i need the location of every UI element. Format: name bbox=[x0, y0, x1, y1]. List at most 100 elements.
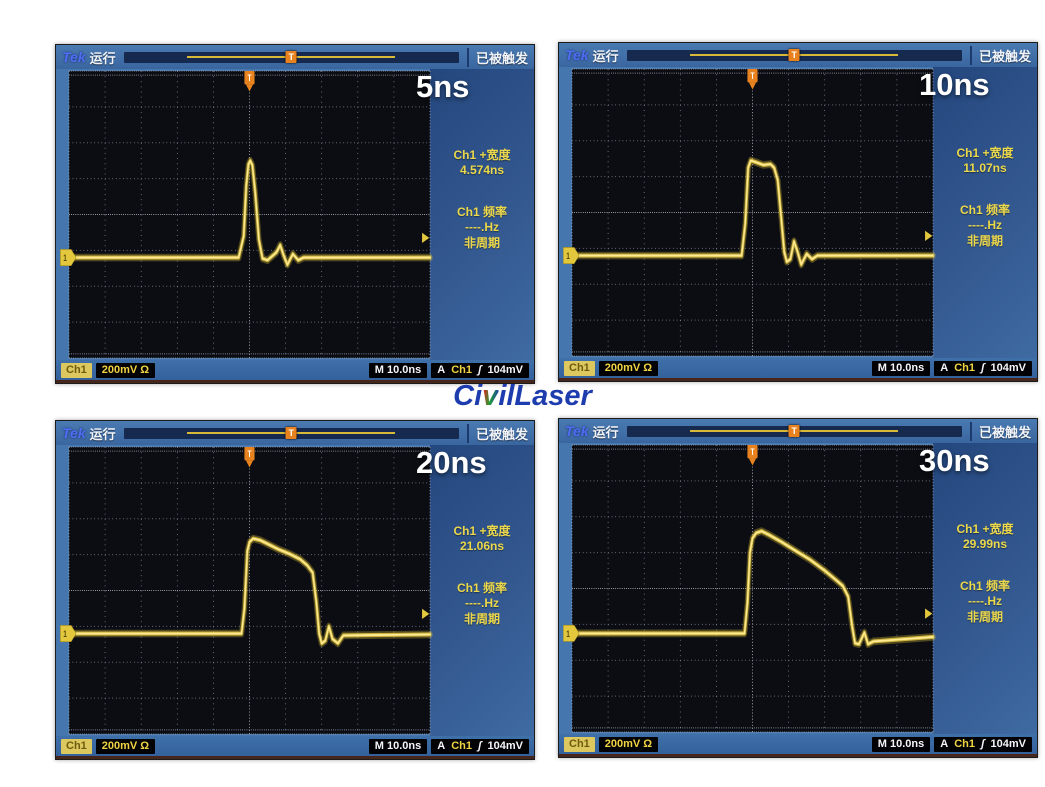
frequency-measurement: Ch1 频率 ----.Hz 非周期 bbox=[457, 205, 507, 252]
measurement-panel: 10ns Ch1 +宽度 11.07ns Ch1 频率 ----.Hz 非周期 bbox=[919, 67, 1037, 358]
scope-header: Tek 运行 T 已被触发 bbox=[559, 419, 1037, 443]
tek-logo: Tek bbox=[62, 49, 86, 65]
width-label: Ch1 +宽度 bbox=[453, 147, 511, 162]
scope-header: Tek 运行 T 已被触发 bbox=[56, 421, 534, 445]
trigger-source: Ch1 bbox=[451, 363, 472, 376]
trigger-marker-icon: T bbox=[285, 426, 297, 439]
freq-label: Ch1 频率 bbox=[959, 578, 1010, 593]
frequency-measurement: Ch1 频率 ----.Hz 非周期 bbox=[457, 581, 507, 628]
acquisition-mode: A bbox=[940, 361, 949, 374]
measurement-panel: 20ns Ch1 +宽度 21.06ns Ch1 频率 ----.Hz 非周期 bbox=[416, 445, 534, 736]
scope-status-bar: Ch1 200mV Ω M 10.0ns A Ch1 ʃ 104mV bbox=[559, 358, 1037, 378]
freq-value: ----.Hz bbox=[968, 218, 1002, 233]
timebase-readout: M 10.0ns bbox=[871, 736, 931, 752]
width-value: 4.574ns bbox=[459, 163, 505, 178]
waveform-plot: T1 bbox=[563, 444, 936, 733]
pulse-width-caption: 10ns bbox=[919, 67, 990, 102]
timebase-readout: M 10.0ns bbox=[368, 362, 428, 378]
trigger-marker-icon: T bbox=[285, 50, 297, 63]
pulse-width-caption: 30ns bbox=[919, 443, 990, 478]
tek-logo: Tek bbox=[565, 423, 589, 439]
trigger-source: Ch1 bbox=[954, 361, 975, 374]
width-value: 29.99ns bbox=[962, 537, 1008, 552]
measurement-panel: 30ns Ch1 +宽度 29.99ns Ch1 频率 ----.Hz 非周期 bbox=[919, 443, 1037, 734]
civillaser-logo: CivilLaser bbox=[453, 380, 592, 413]
run-status: 运行 bbox=[592, 424, 619, 440]
run-status: 运行 bbox=[592, 48, 619, 64]
rising-edge-icon: ʃ bbox=[478, 739, 482, 752]
channel-badge: Ch1 bbox=[564, 736, 595, 752]
acquisition-mode: A bbox=[940, 737, 949, 750]
freq-note: 非周期 bbox=[966, 609, 1003, 624]
pulse-width-caption: 5ns bbox=[416, 69, 470, 104]
trigger-readout: A Ch1 ʃ 104mV bbox=[934, 360, 1032, 376]
frequency-measurement: Ch1 频率 ----.Hz 非周期 bbox=[960, 203, 1010, 250]
svg-text:T: T bbox=[248, 449, 252, 459]
logo-text-left: Ci bbox=[453, 380, 483, 412]
waveform-plot: T1 bbox=[60, 70, 433, 359]
channel-badge: Ch1 bbox=[564, 360, 595, 376]
svg-text:T: T bbox=[751, 71, 755, 81]
width-value: 21.06ns bbox=[459, 539, 505, 554]
trigger-position-bar: T bbox=[626, 424, 962, 437]
scope-status-bar: Ch1 200mV Ω M 10.0ns A Ch1 ʃ 104mV bbox=[559, 734, 1037, 754]
run-status: 运行 bbox=[89, 426, 116, 442]
vertical-scale: 200mV Ω bbox=[95, 362, 156, 378]
width-label: Ch1 +宽度 bbox=[956, 521, 1014, 536]
freq-label: Ch1 频率 bbox=[959, 202, 1010, 217]
freq-label: Ch1 频率 bbox=[456, 204, 507, 219]
freq-value: ----.Hz bbox=[465, 220, 499, 235]
trigger-position-bar: T bbox=[123, 50, 459, 63]
svg-text:T: T bbox=[248, 73, 252, 83]
timebase-readout: M 10.0ns bbox=[368, 738, 428, 754]
freq-note: 非周期 bbox=[966, 233, 1003, 248]
scope-status-bar: Ch1 200mV Ω M 10.0ns A Ch1 ʃ 104mV bbox=[56, 736, 534, 756]
trigger-level: 104mV bbox=[990, 737, 1026, 750]
trigger-level: 104mV bbox=[487, 363, 523, 376]
trigger-position-bar: T bbox=[123, 426, 459, 439]
timebase-readout: M 10.0ns bbox=[871, 360, 931, 376]
trigger-status: 已被触发 bbox=[466, 423, 528, 443]
trigger-readout: A Ch1 ʃ 104mV bbox=[431, 738, 529, 754]
acquisition-mode: A bbox=[437, 739, 446, 752]
waveform-plot: T1 bbox=[60, 446, 433, 735]
acquisition-mode: A bbox=[437, 363, 446, 376]
channel-badge: Ch1 bbox=[61, 738, 92, 754]
width-measurement: Ch1 +宽度 21.06ns bbox=[453, 524, 510, 555]
rising-edge-icon: ʃ bbox=[478, 363, 482, 376]
width-measurement: Ch1 +宽度 29.99ns bbox=[956, 522, 1013, 553]
pulse-width-caption: 20ns bbox=[416, 445, 487, 480]
width-label: Ch1 +宽度 bbox=[453, 523, 511, 538]
freq-note: 非周期 bbox=[463, 235, 500, 250]
trigger-status: 已被触发 bbox=[466, 47, 528, 67]
trigger-marker-icon: T bbox=[788, 48, 800, 61]
freq-value: ----.Hz bbox=[968, 594, 1002, 609]
width-measurement: Ch1 +宽度 11.07ns bbox=[956, 146, 1013, 177]
logo-text-right: ilLaser bbox=[498, 380, 592, 412]
measurement-panel: 5ns Ch1 +宽度 4.574ns Ch1 频率 ----.Hz 非周期 bbox=[416, 69, 534, 360]
svg-text:1: 1 bbox=[63, 253, 67, 263]
scope-status-bar: Ch1 200mV Ω M 10.0ns A Ch1 ʃ 104mV bbox=[56, 360, 534, 380]
freq-value: ----.Hz bbox=[465, 596, 499, 611]
freq-label: Ch1 频率 bbox=[456, 580, 507, 595]
trigger-status: 已被触发 bbox=[969, 421, 1031, 441]
rising-edge-icon: ʃ bbox=[981, 361, 985, 374]
vertical-scale: 200mV Ω bbox=[598, 360, 659, 376]
trigger-position-bar: T bbox=[626, 48, 962, 61]
width-measurement: Ch1 +宽度 4.574ns bbox=[453, 148, 510, 179]
scope-header: Tek 运行 T 已被触发 bbox=[56, 45, 534, 69]
trigger-marker-icon: T bbox=[788, 424, 800, 437]
trigger-source: Ch1 bbox=[954, 737, 975, 750]
tek-logo: Tek bbox=[565, 47, 589, 63]
width-label: Ch1 +宽度 bbox=[956, 145, 1014, 160]
width-value: 11.07ns bbox=[963, 161, 1007, 176]
